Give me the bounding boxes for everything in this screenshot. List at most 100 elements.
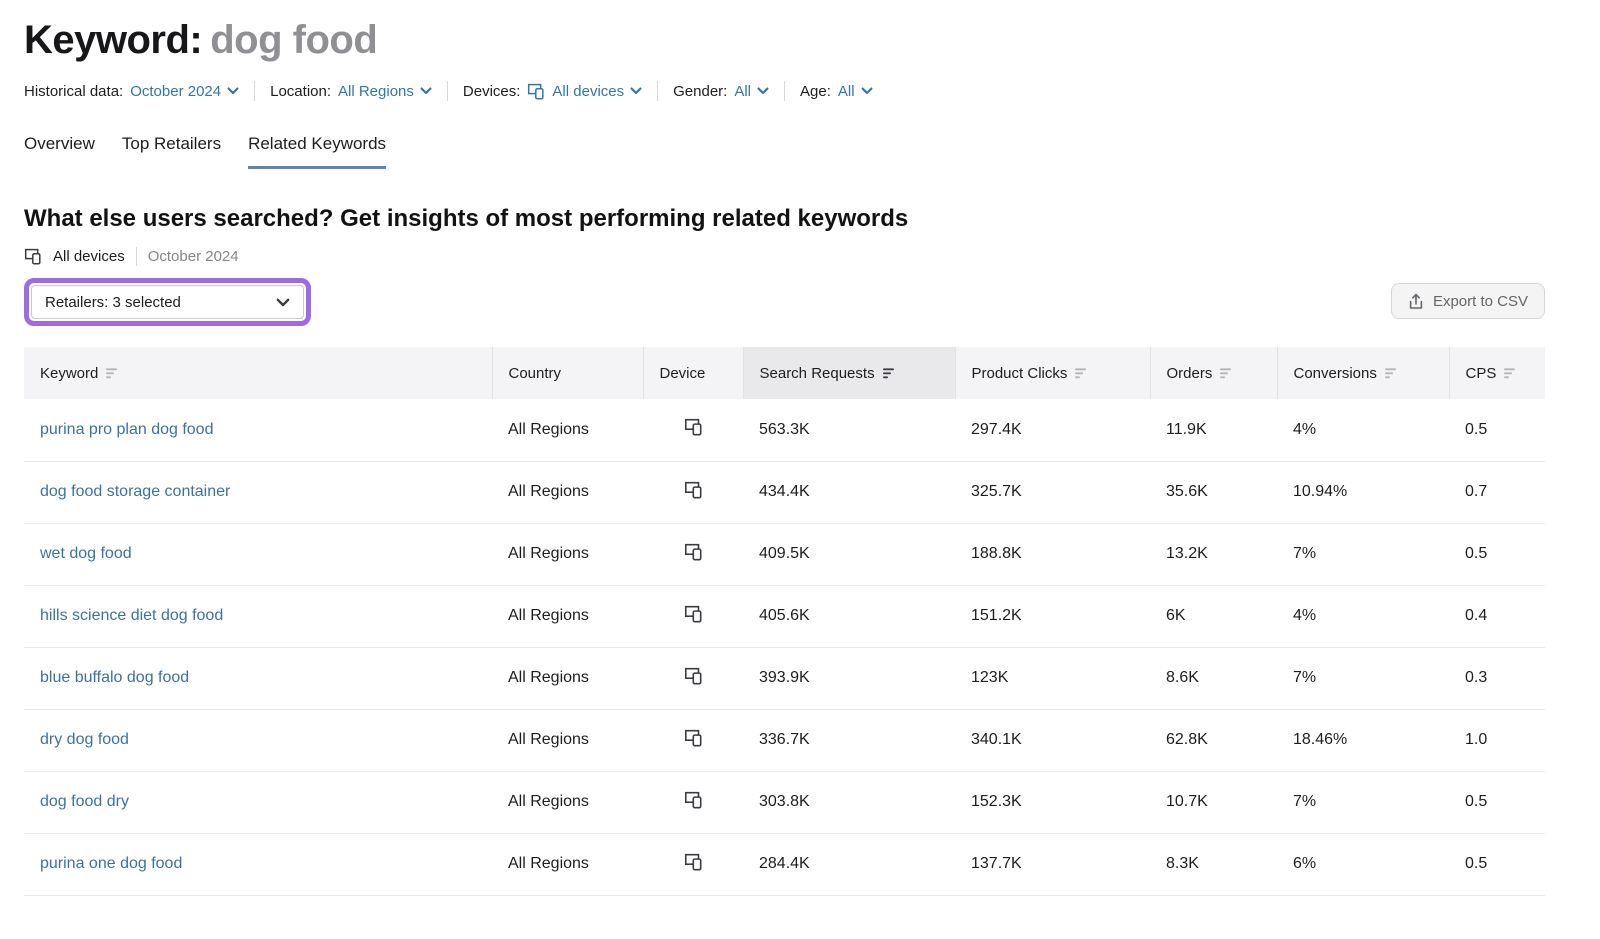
product-clicks-cell: 123K bbox=[955, 647, 1150, 710]
tab-related-keywords[interactable]: Related Keywords bbox=[248, 134, 387, 169]
tab-bar: Overview Top Retailers Related Keywords bbox=[24, 134, 1576, 169]
retailers-dropdown[interactable]: Retailers: 3 selected bbox=[31, 285, 304, 319]
orders-cell: 62.8K bbox=[1150, 709, 1277, 772]
filter-age[interactable]: Age: All bbox=[800, 83, 873, 100]
device-cell bbox=[643, 523, 743, 586]
table-row: dog food dry All Regions 303.8K 152.3K 1… bbox=[24, 771, 1545, 834]
column-header-label: Conversions bbox=[1293, 364, 1377, 382]
search-requests-cell: 284.4K bbox=[743, 833, 955, 896]
sort-icon bbox=[1220, 367, 1233, 379]
conversions-cell: 10.94% bbox=[1277, 461, 1449, 524]
product-clicks-cell: 137.7K bbox=[955, 833, 1150, 896]
keyword-cell: dog food dry bbox=[24, 771, 492, 834]
filter-devices-label: Devices: bbox=[462, 82, 521, 100]
page-title: Keyword: dog food bbox=[24, 14, 1576, 66]
keyword-link[interactable]: purina pro plan dog food bbox=[40, 420, 214, 438]
search-requests-cell: 563.3K bbox=[743, 399, 955, 462]
column-header-keyword[interactable]: Keyword bbox=[24, 347, 492, 399]
product-clicks-cell: 188.8K bbox=[955, 523, 1150, 586]
table-row: hills science diet dog food All Regions … bbox=[24, 585, 1545, 648]
column-header-label: Orders bbox=[1166, 364, 1213, 382]
column-header-label: Product Clicks bbox=[971, 364, 1068, 382]
sort-icon bbox=[882, 367, 896, 379]
page-title-keyword: dog food bbox=[210, 18, 378, 62]
sort-icon bbox=[1384, 367, 1398, 379]
country-cell: All Regions bbox=[492, 523, 643, 586]
column-header-orders[interactable]: Orders bbox=[1149, 347, 1277, 399]
keyword-link[interactable]: wet dog food bbox=[40, 545, 132, 562]
country-cell: All Regions bbox=[492, 647, 643, 710]
column-header-cps[interactable]: CPS bbox=[1448, 347, 1545, 399]
tab-overview[interactable]: Overview bbox=[24, 134, 95, 153]
keyword-link[interactable]: purina one dog food bbox=[40, 855, 183, 872]
filter-bar: Historical data: October 2024 Location: … bbox=[24, 81, 1576, 101]
keyword-cell: dog food storage container bbox=[24, 461, 492, 524]
keyword-link[interactable]: hills science diet dog food bbox=[40, 607, 224, 624]
table-body: purina pro plan dog food All Regions 563… bbox=[24, 399, 1545, 896]
cps-cell: 0.5 bbox=[1449, 833, 1545, 896]
page: Keyword: dog food Historical data: Octobe… bbox=[24, 14, 1576, 896]
search-requests-cell: 434.4K bbox=[743, 461, 955, 524]
keyword-cell: wet dog food bbox=[24, 523, 492, 586]
country-cell: All Regions bbox=[492, 585, 643, 648]
orders-cell: 10.7K bbox=[1150, 771, 1277, 834]
tab-top-retailers[interactable]: Top Retailers bbox=[121, 134, 222, 153]
sort-icon bbox=[1075, 367, 1088, 379]
device-cell bbox=[643, 833, 743, 896]
retailers-dropdown-value: Retailers: 3 selected bbox=[45, 293, 181, 311]
orders-cell: 13.2K bbox=[1150, 523, 1277, 586]
table-row: dog food storage container All Regions 4… bbox=[24, 461, 1545, 524]
filter-devices[interactable]: Devices: All devices bbox=[463, 83, 642, 100]
filter-location[interactable]: Location: All Regions bbox=[270, 83, 432, 100]
search-requests-cell: 405.6K bbox=[743, 585, 955, 648]
device-cell bbox=[643, 399, 743, 462]
table-header-row: Keyword Country Device Search Requests P… bbox=[24, 347, 1545, 399]
column-header-conversions[interactable]: Conversions bbox=[1276, 347, 1449, 399]
search-requests-cell: 303.8K bbox=[743, 771, 955, 834]
country-cell: All Regions bbox=[492, 833, 643, 896]
section-heading: What else users searched? Get insights o… bbox=[24, 205, 909, 232]
orders-cell: 11.9K bbox=[1150, 399, 1277, 462]
all-devices-icon bbox=[684, 543, 703, 561]
column-header-label: Device bbox=[659, 364, 706, 382]
all-devices-icon bbox=[24, 248, 42, 265]
chevron-down-icon bbox=[227, 87, 239, 95]
divider bbox=[784, 81, 785, 101]
column-header-country[interactable]: Country bbox=[491, 347, 643, 399]
divider bbox=[254, 81, 256, 101]
device-cell bbox=[643, 585, 743, 648]
conversions-cell: 7% bbox=[1277, 771, 1449, 834]
keyword-link[interactable]: dry dog food bbox=[40, 731, 129, 748]
search-requests-cell: 409.5K bbox=[743, 523, 955, 586]
export-csv-button[interactable]: Export to CSV bbox=[1390, 283, 1545, 319]
cps-cell: 0.4 bbox=[1449, 585, 1545, 648]
column-header-search-requests[interactable]: Search Requests bbox=[742, 347, 955, 399]
filter-historical-data[interactable]: Historical data: October 2024 bbox=[24, 83, 239, 100]
all-devices-icon bbox=[527, 83, 545, 100]
country-cell: All Regions bbox=[492, 771, 643, 834]
table-row: purina pro plan dog food All Regions 563… bbox=[24, 399, 1545, 462]
chevron-down-icon bbox=[630, 87, 642, 95]
column-header-device[interactable]: Device bbox=[642, 347, 743, 399]
column-header-product-clicks[interactable]: Product Clicks bbox=[954, 347, 1150, 399]
all-devices-icon bbox=[684, 667, 703, 685]
keyword-link[interactable]: dog food dry bbox=[40, 793, 129, 810]
column-header-label: Keyword bbox=[40, 364, 99, 382]
all-devices-icon bbox=[684, 418, 703, 436]
keyword-link[interactable]: blue buffalo dog food bbox=[40, 669, 190, 686]
table-controls: Retailers: 3 selected Export to CSV bbox=[24, 278, 1545, 326]
filter-historical-data-label: Historical data: bbox=[24, 82, 124, 100]
filter-location-value: All Regions bbox=[338, 82, 414, 100]
table-row: blue buffalo dog food All Regions 393.9K… bbox=[24, 647, 1545, 710]
divider bbox=[657, 81, 659, 101]
chevron-down-icon bbox=[420, 87, 432, 95]
all-devices-icon bbox=[684, 481, 703, 499]
keyword-link[interactable]: dog food storage container bbox=[40, 483, 231, 500]
sort-icon bbox=[106, 367, 119, 379]
orders-cell: 8.6K bbox=[1150, 647, 1277, 710]
conversions-cell: 6% bbox=[1277, 833, 1449, 896]
filter-gender[interactable]: Gender: All bbox=[673, 83, 769, 100]
all-devices-icon bbox=[684, 853, 703, 871]
table-row: purina one dog food All Regions 284.4K 1… bbox=[24, 833, 1545, 896]
section-subline: All devices October 2024 bbox=[24, 247, 1576, 266]
